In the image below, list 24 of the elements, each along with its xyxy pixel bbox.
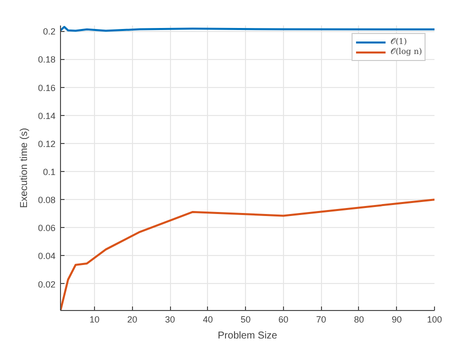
x-tick-label: 80 [354, 314, 364, 324]
y-tick-label: 0.2 [42, 26, 56, 37]
x-tick-label: 50 [240, 314, 251, 324]
x-tick-label: 100 [426, 314, 442, 324]
y-tick-label: 0.04 [38, 251, 56, 262]
x-tick-label: 90 [392, 314, 402, 324]
y-tick-label: 0.16 [38, 82, 56, 93]
y-tick-label: 0.18 [38, 54, 56, 65]
x-axis-title: Problem Size [218, 330, 278, 342]
y-tick-label: 0.1 [42, 167, 56, 178]
legend-label: 𝒪(1) [390, 37, 408, 47]
x-tick-label: 40 [202, 314, 213, 324]
x-tick-label: 20 [127, 314, 138, 324]
y-tick-label: 0.06 [38, 223, 56, 234]
x-tick-label: 30 [165, 314, 176, 324]
y-tick-label: 0.08 [38, 195, 56, 206]
y-tick-label: 0.14 [38, 110, 56, 121]
y-tick-label: 0.02 [38, 279, 56, 290]
y-axis-title: Execution time (s) [18, 128, 30, 208]
y-tick-label: 0.12 [38, 138, 56, 149]
x-tick-label: 70 [316, 314, 326, 324]
x-tick-label: 60 [278, 314, 288, 324]
x-tick-label: 10 [89, 314, 100, 324]
legend-label: 𝒪(log n) [390, 47, 422, 57]
